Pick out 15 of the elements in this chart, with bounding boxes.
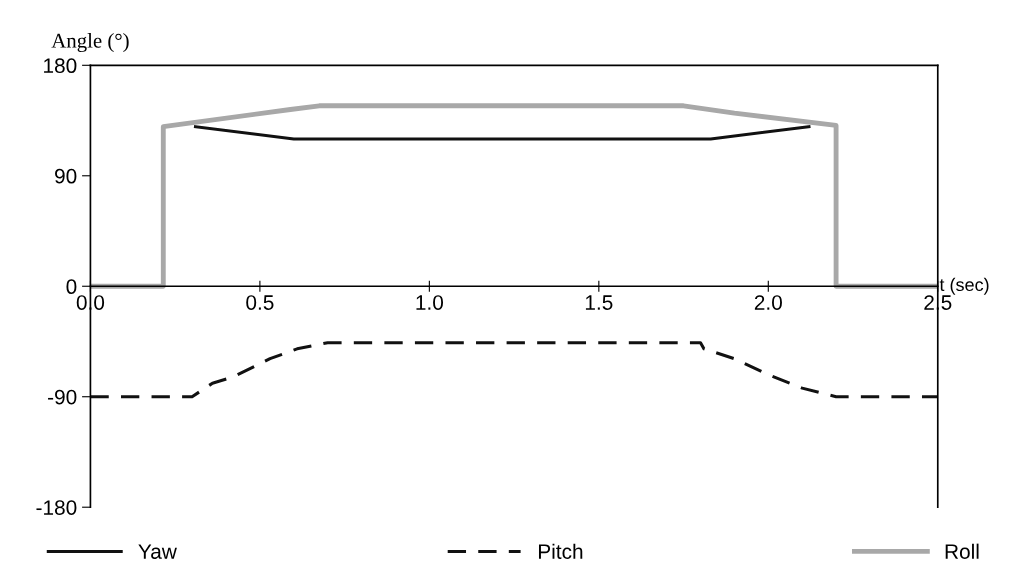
y-tick-label: 90	[55, 168, 77, 184]
legend-label: Roll	[945, 543, 979, 559]
x-tick-label: 0.5	[246, 295, 274, 310]
y-axis-title: Angle (°)	[51, 33, 129, 53]
x-axis-title: t (sec)	[939, 277, 989, 295]
x-tick-label: 1.5	[585, 295, 613, 310]
y-tick-label: 180	[44, 58, 77, 74]
y-tick-label: -90	[48, 389, 77, 405]
x-tick-label: 1.0	[416, 295, 444, 310]
x-tick-label: 2.0	[754, 295, 782, 310]
line-series	[90, 341, 938, 399]
y-tick-label: 0	[66, 279, 77, 295]
legend-label: Pitch	[538, 543, 583, 559]
y-tick-label: -180	[36, 500, 77, 515]
legend-label: Yaw	[138, 544, 177, 559]
